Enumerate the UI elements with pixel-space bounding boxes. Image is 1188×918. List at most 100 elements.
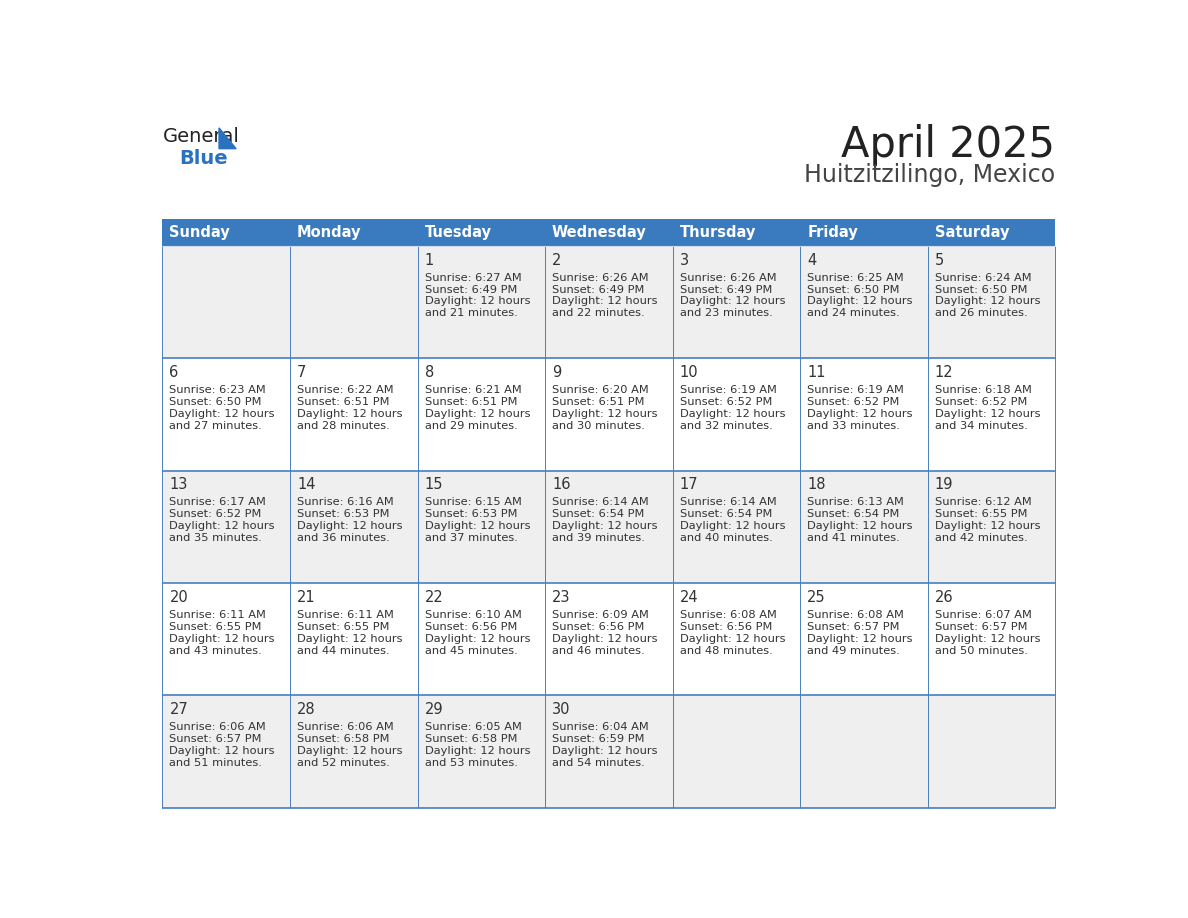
Text: Sunset: 6:54 PM: Sunset: 6:54 PM <box>680 509 772 520</box>
Text: Monday: Monday <box>297 225 361 241</box>
Text: 30: 30 <box>552 702 570 717</box>
Text: 27: 27 <box>170 702 188 717</box>
Text: Sunrise: 6:16 AM: Sunrise: 6:16 AM <box>297 498 393 508</box>
Text: Sunset: 6:50 PM: Sunset: 6:50 PM <box>935 285 1028 295</box>
Text: Daylight: 12 hours: Daylight: 12 hours <box>935 297 1041 307</box>
Text: Daylight: 12 hours: Daylight: 12 hours <box>297 633 403 644</box>
Text: Sunset: 6:54 PM: Sunset: 6:54 PM <box>807 509 899 520</box>
Text: 25: 25 <box>807 590 826 605</box>
Text: Sunrise: 6:11 AM: Sunrise: 6:11 AM <box>170 610 266 620</box>
Text: 24: 24 <box>680 590 699 605</box>
Text: Daylight: 12 hours: Daylight: 12 hours <box>680 297 785 307</box>
Text: Sunset: 6:58 PM: Sunset: 6:58 PM <box>424 734 517 744</box>
Bar <box>672 471 801 583</box>
Text: Sunrise: 6:10 AM: Sunrise: 6:10 AM <box>424 610 522 620</box>
Bar <box>672 695 801 808</box>
Text: and 27 minutes.: and 27 minutes. <box>170 420 263 431</box>
Text: 17: 17 <box>680 477 699 492</box>
Text: and 22 minutes.: and 22 minutes. <box>552 308 645 319</box>
Text: 9: 9 <box>552 365 561 380</box>
Bar <box>417 695 545 808</box>
Text: 12: 12 <box>935 365 953 380</box>
Text: Sunset: 6:52 PM: Sunset: 6:52 PM <box>807 397 899 407</box>
Text: 20: 20 <box>170 590 188 605</box>
Text: 11: 11 <box>807 365 826 380</box>
Text: General: General <box>163 127 239 146</box>
Text: 21: 21 <box>297 590 316 605</box>
Text: 3: 3 <box>680 252 689 268</box>
Text: Sunrise: 6:19 AM: Sunrise: 6:19 AM <box>680 385 777 395</box>
Text: Sunset: 6:52 PM: Sunset: 6:52 PM <box>680 397 772 407</box>
Text: Daylight: 12 hours: Daylight: 12 hours <box>935 633 1041 644</box>
Text: and 45 minutes.: and 45 minutes. <box>424 645 517 655</box>
Text: Sunrise: 6:19 AM: Sunrise: 6:19 AM <box>807 385 904 395</box>
Text: and 41 minutes.: and 41 minutes. <box>807 533 899 543</box>
Text: Sunrise: 6:13 AM: Sunrise: 6:13 AM <box>807 498 904 508</box>
Text: Sunset: 6:51 PM: Sunset: 6:51 PM <box>297 397 390 407</box>
Text: 28: 28 <box>297 702 316 717</box>
Text: and 24 minutes.: and 24 minutes. <box>807 308 899 319</box>
Text: Daylight: 12 hours: Daylight: 12 hours <box>424 633 530 644</box>
Bar <box>928 471 1055 583</box>
Bar <box>672 583 801 695</box>
Bar <box>801 358 928 471</box>
Bar <box>928 219 1055 246</box>
Text: Daylight: 12 hours: Daylight: 12 hours <box>297 521 403 532</box>
Text: Sunrise: 6:06 AM: Sunrise: 6:06 AM <box>170 722 266 733</box>
Text: Daylight: 12 hours: Daylight: 12 hours <box>680 409 785 419</box>
Text: Sunset: 6:49 PM: Sunset: 6:49 PM <box>424 285 517 295</box>
Text: and 43 minutes.: and 43 minutes. <box>170 645 263 655</box>
Text: and 49 minutes.: and 49 minutes. <box>807 645 899 655</box>
Bar <box>545 219 672 246</box>
Text: 13: 13 <box>170 477 188 492</box>
Polygon shape <box>219 128 236 149</box>
Text: Sunset: 6:53 PM: Sunset: 6:53 PM <box>297 509 390 520</box>
Text: Sunrise: 6:20 AM: Sunrise: 6:20 AM <box>552 385 649 395</box>
Text: Sunday: Sunday <box>170 225 230 241</box>
Text: Daylight: 12 hours: Daylight: 12 hours <box>424 746 530 756</box>
Text: Daylight: 12 hours: Daylight: 12 hours <box>552 297 657 307</box>
Text: Daylight: 12 hours: Daylight: 12 hours <box>552 409 657 419</box>
Text: 18: 18 <box>807 477 826 492</box>
Text: Daylight: 12 hours: Daylight: 12 hours <box>680 633 785 644</box>
Text: Sunset: 6:57 PM: Sunset: 6:57 PM <box>935 621 1028 632</box>
Bar <box>672 219 801 246</box>
Text: Sunrise: 6:18 AM: Sunrise: 6:18 AM <box>935 385 1031 395</box>
Text: 16: 16 <box>552 477 570 492</box>
Text: 23: 23 <box>552 590 570 605</box>
Text: and 36 minutes.: and 36 minutes. <box>297 533 390 543</box>
Text: 2: 2 <box>552 252 562 268</box>
Bar <box>545 583 672 695</box>
Text: and 54 minutes.: and 54 minutes. <box>552 758 645 768</box>
Bar <box>801 695 928 808</box>
Text: Sunrise: 6:26 AM: Sunrise: 6:26 AM <box>680 273 776 283</box>
Text: 15: 15 <box>424 477 443 492</box>
Text: and 48 minutes.: and 48 minutes. <box>680 645 772 655</box>
Bar <box>801 471 928 583</box>
Text: Daylight: 12 hours: Daylight: 12 hours <box>424 297 530 307</box>
Text: Daylight: 12 hours: Daylight: 12 hours <box>935 409 1041 419</box>
Text: Sunset: 6:55 PM: Sunset: 6:55 PM <box>935 509 1028 520</box>
Text: Daylight: 12 hours: Daylight: 12 hours <box>297 409 403 419</box>
Text: and 50 minutes.: and 50 minutes. <box>935 645 1028 655</box>
Text: and 51 minutes.: and 51 minutes. <box>170 758 263 768</box>
Text: and 23 minutes.: and 23 minutes. <box>680 308 772 319</box>
Text: 29: 29 <box>424 702 443 717</box>
Bar <box>545 695 672 808</box>
Bar <box>417 358 545 471</box>
Text: Tuesday: Tuesday <box>424 225 492 241</box>
Text: Sunset: 6:51 PM: Sunset: 6:51 PM <box>552 397 645 407</box>
Text: Sunset: 6:55 PM: Sunset: 6:55 PM <box>170 621 261 632</box>
Text: Sunrise: 6:04 AM: Sunrise: 6:04 AM <box>552 722 649 733</box>
Text: Daylight: 12 hours: Daylight: 12 hours <box>807 297 912 307</box>
Text: Sunset: 6:50 PM: Sunset: 6:50 PM <box>170 397 261 407</box>
Text: and 29 minutes.: and 29 minutes. <box>424 420 517 431</box>
Text: 1: 1 <box>424 252 434 268</box>
Text: Wednesday: Wednesday <box>552 225 646 241</box>
Text: and 39 minutes.: and 39 minutes. <box>552 533 645 543</box>
Text: Saturday: Saturday <box>935 225 1009 241</box>
Bar <box>417 471 545 583</box>
Text: 7: 7 <box>297 365 307 380</box>
Text: Sunrise: 6:15 AM: Sunrise: 6:15 AM <box>424 498 522 508</box>
Bar <box>163 695 290 808</box>
